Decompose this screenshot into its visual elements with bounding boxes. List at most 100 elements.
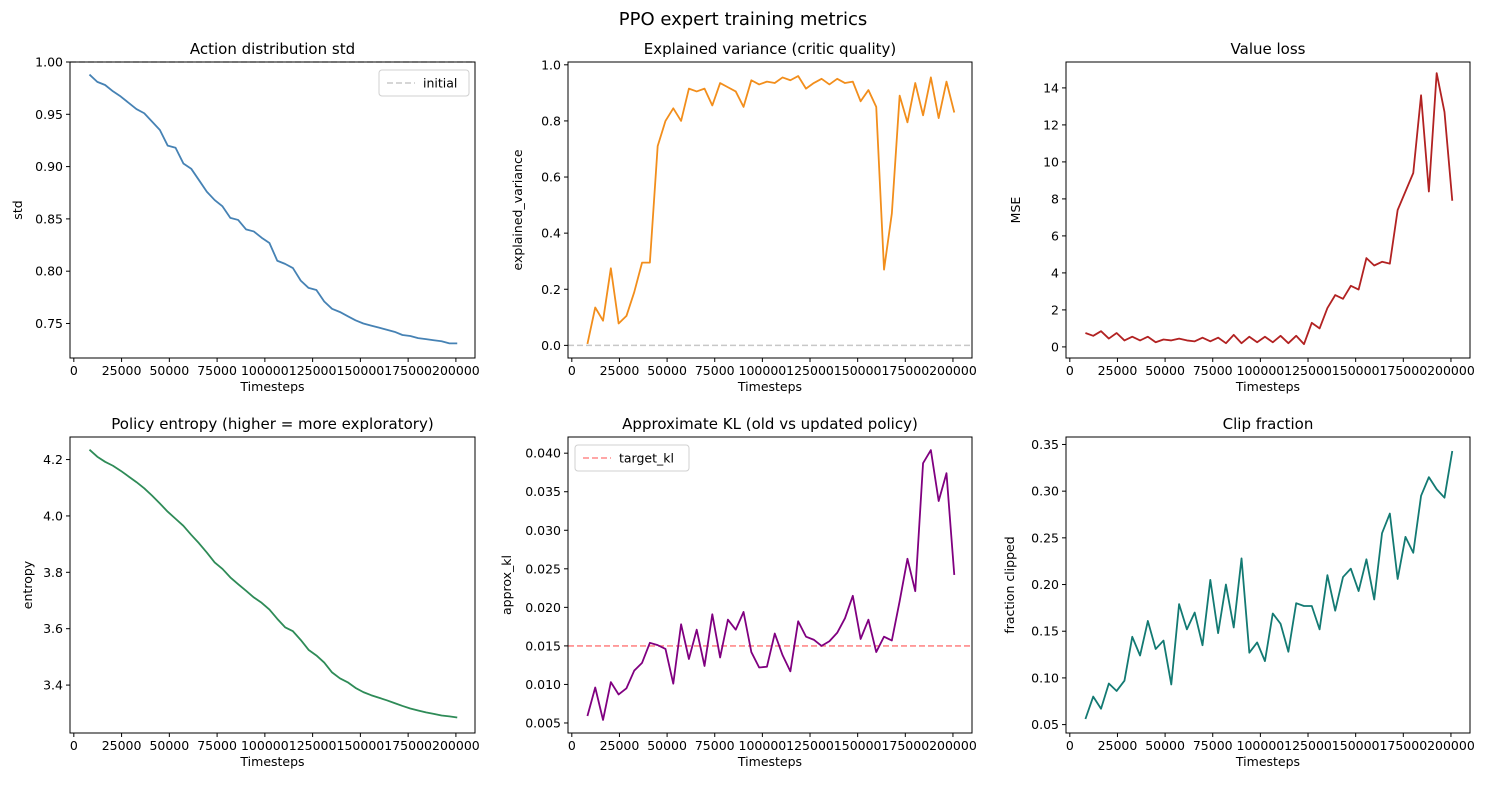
panel-entropy: 0 25000 50000 75000 100000 125000 150000 175000… bbox=[20, 415, 480, 769]
y-tick-label: 0.85 bbox=[35, 211, 63, 226]
y-tick-label: 0.80 bbox=[35, 264, 63, 279]
axes-frame bbox=[69, 61, 476, 359]
x-tick-label: 200000 bbox=[432, 363, 480, 378]
x-tick-label: 0 bbox=[568, 363, 576, 378]
y-tick-label: 0.2 bbox=[541, 282, 561, 297]
x-tick-label: 0 bbox=[70, 363, 78, 378]
y-tick-label: 4.2 bbox=[43, 452, 63, 467]
x-tick-label: 25000 bbox=[600, 738, 640, 753]
x-tick-label: 0 bbox=[1066, 738, 1074, 753]
y-axis-label: explained_variance bbox=[510, 149, 525, 270]
y-tick-label: 0.30 bbox=[1031, 484, 1059, 499]
y-tick-label: 8 bbox=[1051, 191, 1059, 206]
x-tick-label: 125000 bbox=[1284, 738, 1332, 753]
y-axis-label: std bbox=[10, 200, 25, 219]
y-tick-label: 14 bbox=[1043, 80, 1059, 95]
y-tick-label: 0.05 bbox=[1031, 717, 1059, 732]
y-axis-label: MSE bbox=[1008, 197, 1023, 224]
y-tick-label: 3.4 bbox=[43, 678, 63, 693]
x-axis-label: Timesteps bbox=[737, 379, 802, 394]
panel-title: Action distribution std bbox=[190, 40, 355, 58]
y-tick-label: 0.040 bbox=[525, 446, 561, 461]
x-tick-label: 150000 bbox=[834, 363, 882, 378]
x-tick-label: 150000 bbox=[1332, 738, 1380, 753]
y-tick-label: 0.25 bbox=[1031, 530, 1059, 545]
x-tick-label: 200000 bbox=[929, 738, 977, 753]
y-tick-label: 0.025 bbox=[525, 561, 561, 576]
x-tick-label: 100000 bbox=[1237, 363, 1285, 378]
x-tick-label: 125000 bbox=[786, 363, 834, 378]
x-tick-label: 175000 bbox=[1379, 363, 1427, 378]
y-tick-label: 0.0 bbox=[541, 338, 561, 353]
x-tick-label: 25000 bbox=[102, 363, 142, 378]
legend-box bbox=[574, 444, 690, 472]
series-line bbox=[1085, 72, 1454, 346]
y-tick-label: 0.010 bbox=[525, 677, 561, 692]
y-tick-label: 0.20 bbox=[1031, 577, 1059, 592]
x-axis-label: Timesteps bbox=[737, 754, 802, 769]
y-axis-label: entropy bbox=[20, 560, 35, 609]
panel-explained_variance: 0 25000 50000 75000 100000 125000 150000 175000… bbox=[510, 40, 977, 394]
x-tick-label: 0 bbox=[1066, 363, 1074, 378]
x-tick-label: 125000 bbox=[1284, 363, 1332, 378]
y-tick-label: 0 bbox=[1051, 339, 1059, 354]
x-tick-label: 125000 bbox=[786, 738, 834, 753]
axes-frame bbox=[567, 436, 973, 734]
x-tick-label: 125000 bbox=[289, 738, 337, 753]
y-tick-label: 0.10 bbox=[1031, 670, 1059, 685]
y-tick-label: 0.005 bbox=[525, 715, 561, 730]
x-axis-label: Timesteps bbox=[239, 379, 304, 394]
x-tick-label: 50000 bbox=[149, 363, 189, 378]
x-axis-label: Timesteps bbox=[1235, 379, 1300, 394]
y-tick-label: 0.020 bbox=[525, 600, 561, 615]
y-tick-label: 0.015 bbox=[525, 638, 561, 653]
panel-title: Clip fraction bbox=[1223, 415, 1314, 433]
x-tick-label: 25000 bbox=[102, 738, 142, 753]
series-line bbox=[586, 75, 956, 345]
x-tick-label: 25000 bbox=[600, 363, 640, 378]
x-tick-label: 75000 bbox=[197, 363, 237, 378]
y-tick-label: 0.95 bbox=[35, 107, 63, 122]
panel-title: Value loss bbox=[1231, 40, 1306, 58]
x-tick-label: 0 bbox=[70, 738, 78, 753]
panel-std: 0 25000 50000 75000 100000 125000 150000 175000… bbox=[10, 40, 480, 394]
x-tick-label: 0 bbox=[568, 738, 576, 753]
panel-title: Explained variance (critic quality) bbox=[644, 40, 896, 58]
legend: initial bbox=[378, 69, 470, 97]
y-tick-label: 12 bbox=[1043, 117, 1059, 132]
x-tick-label: 100000 bbox=[739, 363, 787, 378]
x-tick-label: 175000 bbox=[1379, 738, 1427, 753]
figure-suptitle: PPO expert training metrics bbox=[619, 9, 867, 30]
x-tick-label: 200000 bbox=[929, 363, 977, 378]
axes-frame bbox=[69, 436, 476, 734]
x-tick-label: 50000 bbox=[1145, 363, 1185, 378]
x-tick-label: 50000 bbox=[1145, 738, 1185, 753]
x-tick-label: 100000 bbox=[1237, 738, 1285, 753]
x-tick-label: 175000 bbox=[881, 363, 929, 378]
y-tick-label: 0.90 bbox=[35, 159, 63, 174]
y-tick-label: 0.6 bbox=[541, 170, 561, 185]
x-axis-label: Timesteps bbox=[239, 754, 304, 769]
y-tick-label: 6 bbox=[1051, 228, 1059, 243]
x-tick-label: 100000 bbox=[739, 738, 787, 753]
x-tick-label: 200000 bbox=[432, 738, 480, 753]
x-tick-label: 175000 bbox=[384, 363, 432, 378]
y-tick-label: 0.030 bbox=[525, 523, 561, 538]
series-line bbox=[586, 449, 956, 721]
y-axis-label: fraction clipped bbox=[1002, 536, 1017, 633]
x-tick-label: 75000 bbox=[197, 738, 237, 753]
axes-frame bbox=[1065, 61, 1471, 359]
axes-frame bbox=[567, 61, 973, 359]
x-tick-label: 100000 bbox=[241, 363, 289, 378]
y-tick-label: 1.00 bbox=[35, 55, 63, 70]
panel-clip_fraction: 0 25000 50000 75000 100000 125000 150000 175000… bbox=[1002, 415, 1475, 769]
x-tick-label: 150000 bbox=[337, 363, 385, 378]
series-line bbox=[1084, 450, 1454, 720]
y-tick-label: 0.15 bbox=[1031, 624, 1059, 639]
x-tick-label: 75000 bbox=[1193, 363, 1233, 378]
legend: target_kl bbox=[574, 444, 690, 472]
y-tick-label: 4 bbox=[1051, 265, 1059, 280]
x-tick-label: 25000 bbox=[1098, 738, 1138, 753]
x-tick-label: 200000 bbox=[1427, 738, 1475, 753]
